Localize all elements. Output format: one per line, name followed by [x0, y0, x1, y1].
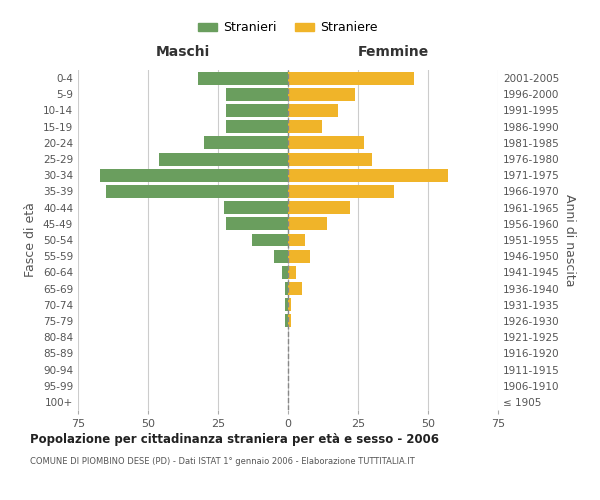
Text: Popolazione per cittadinanza straniera per età e sesso - 2006: Popolazione per cittadinanza straniera p…	[30, 432, 439, 446]
Bar	[226, 218, 288, 230]
Bar	[283, 266, 288, 279]
Bar	[288, 201, 350, 214]
Text: Maschi: Maschi	[156, 44, 210, 59]
Bar	[288, 185, 394, 198]
Bar	[106, 185, 288, 198]
Y-axis label: Fasce di età: Fasce di età	[25, 202, 37, 278]
Bar	[288, 169, 448, 181]
Bar	[288, 266, 296, 279]
Bar	[274, 250, 288, 262]
Bar	[226, 120, 288, 133]
Bar	[288, 234, 305, 246]
Bar	[226, 104, 288, 117]
Bar	[288, 282, 302, 295]
Bar	[224, 201, 288, 214]
Bar	[285, 282, 288, 295]
Bar	[288, 72, 414, 85]
Bar	[226, 88, 288, 101]
Legend: Stranieri, Straniere: Stranieri, Straniere	[193, 16, 383, 40]
Bar	[285, 298, 288, 311]
Bar	[285, 314, 288, 328]
Bar	[288, 250, 310, 262]
Y-axis label: Anni di nascita: Anni di nascita	[563, 194, 576, 286]
Bar	[159, 152, 288, 166]
Bar	[288, 104, 338, 117]
Text: COMUNE DI PIOMBINO DESE (PD) - Dati ISTAT 1° gennaio 2006 - Elaborazione TUTTITA: COMUNE DI PIOMBINO DESE (PD) - Dati ISTA…	[30, 458, 415, 466]
Bar	[288, 314, 291, 328]
Bar	[288, 88, 355, 101]
Bar	[199, 72, 288, 85]
Bar	[204, 136, 288, 149]
Bar	[288, 298, 291, 311]
Bar	[288, 152, 372, 166]
Bar	[288, 136, 364, 149]
Bar	[288, 120, 322, 133]
Bar	[288, 218, 327, 230]
Bar	[251, 234, 288, 246]
Text: Femmine: Femmine	[358, 44, 428, 59]
Bar	[100, 169, 288, 181]
